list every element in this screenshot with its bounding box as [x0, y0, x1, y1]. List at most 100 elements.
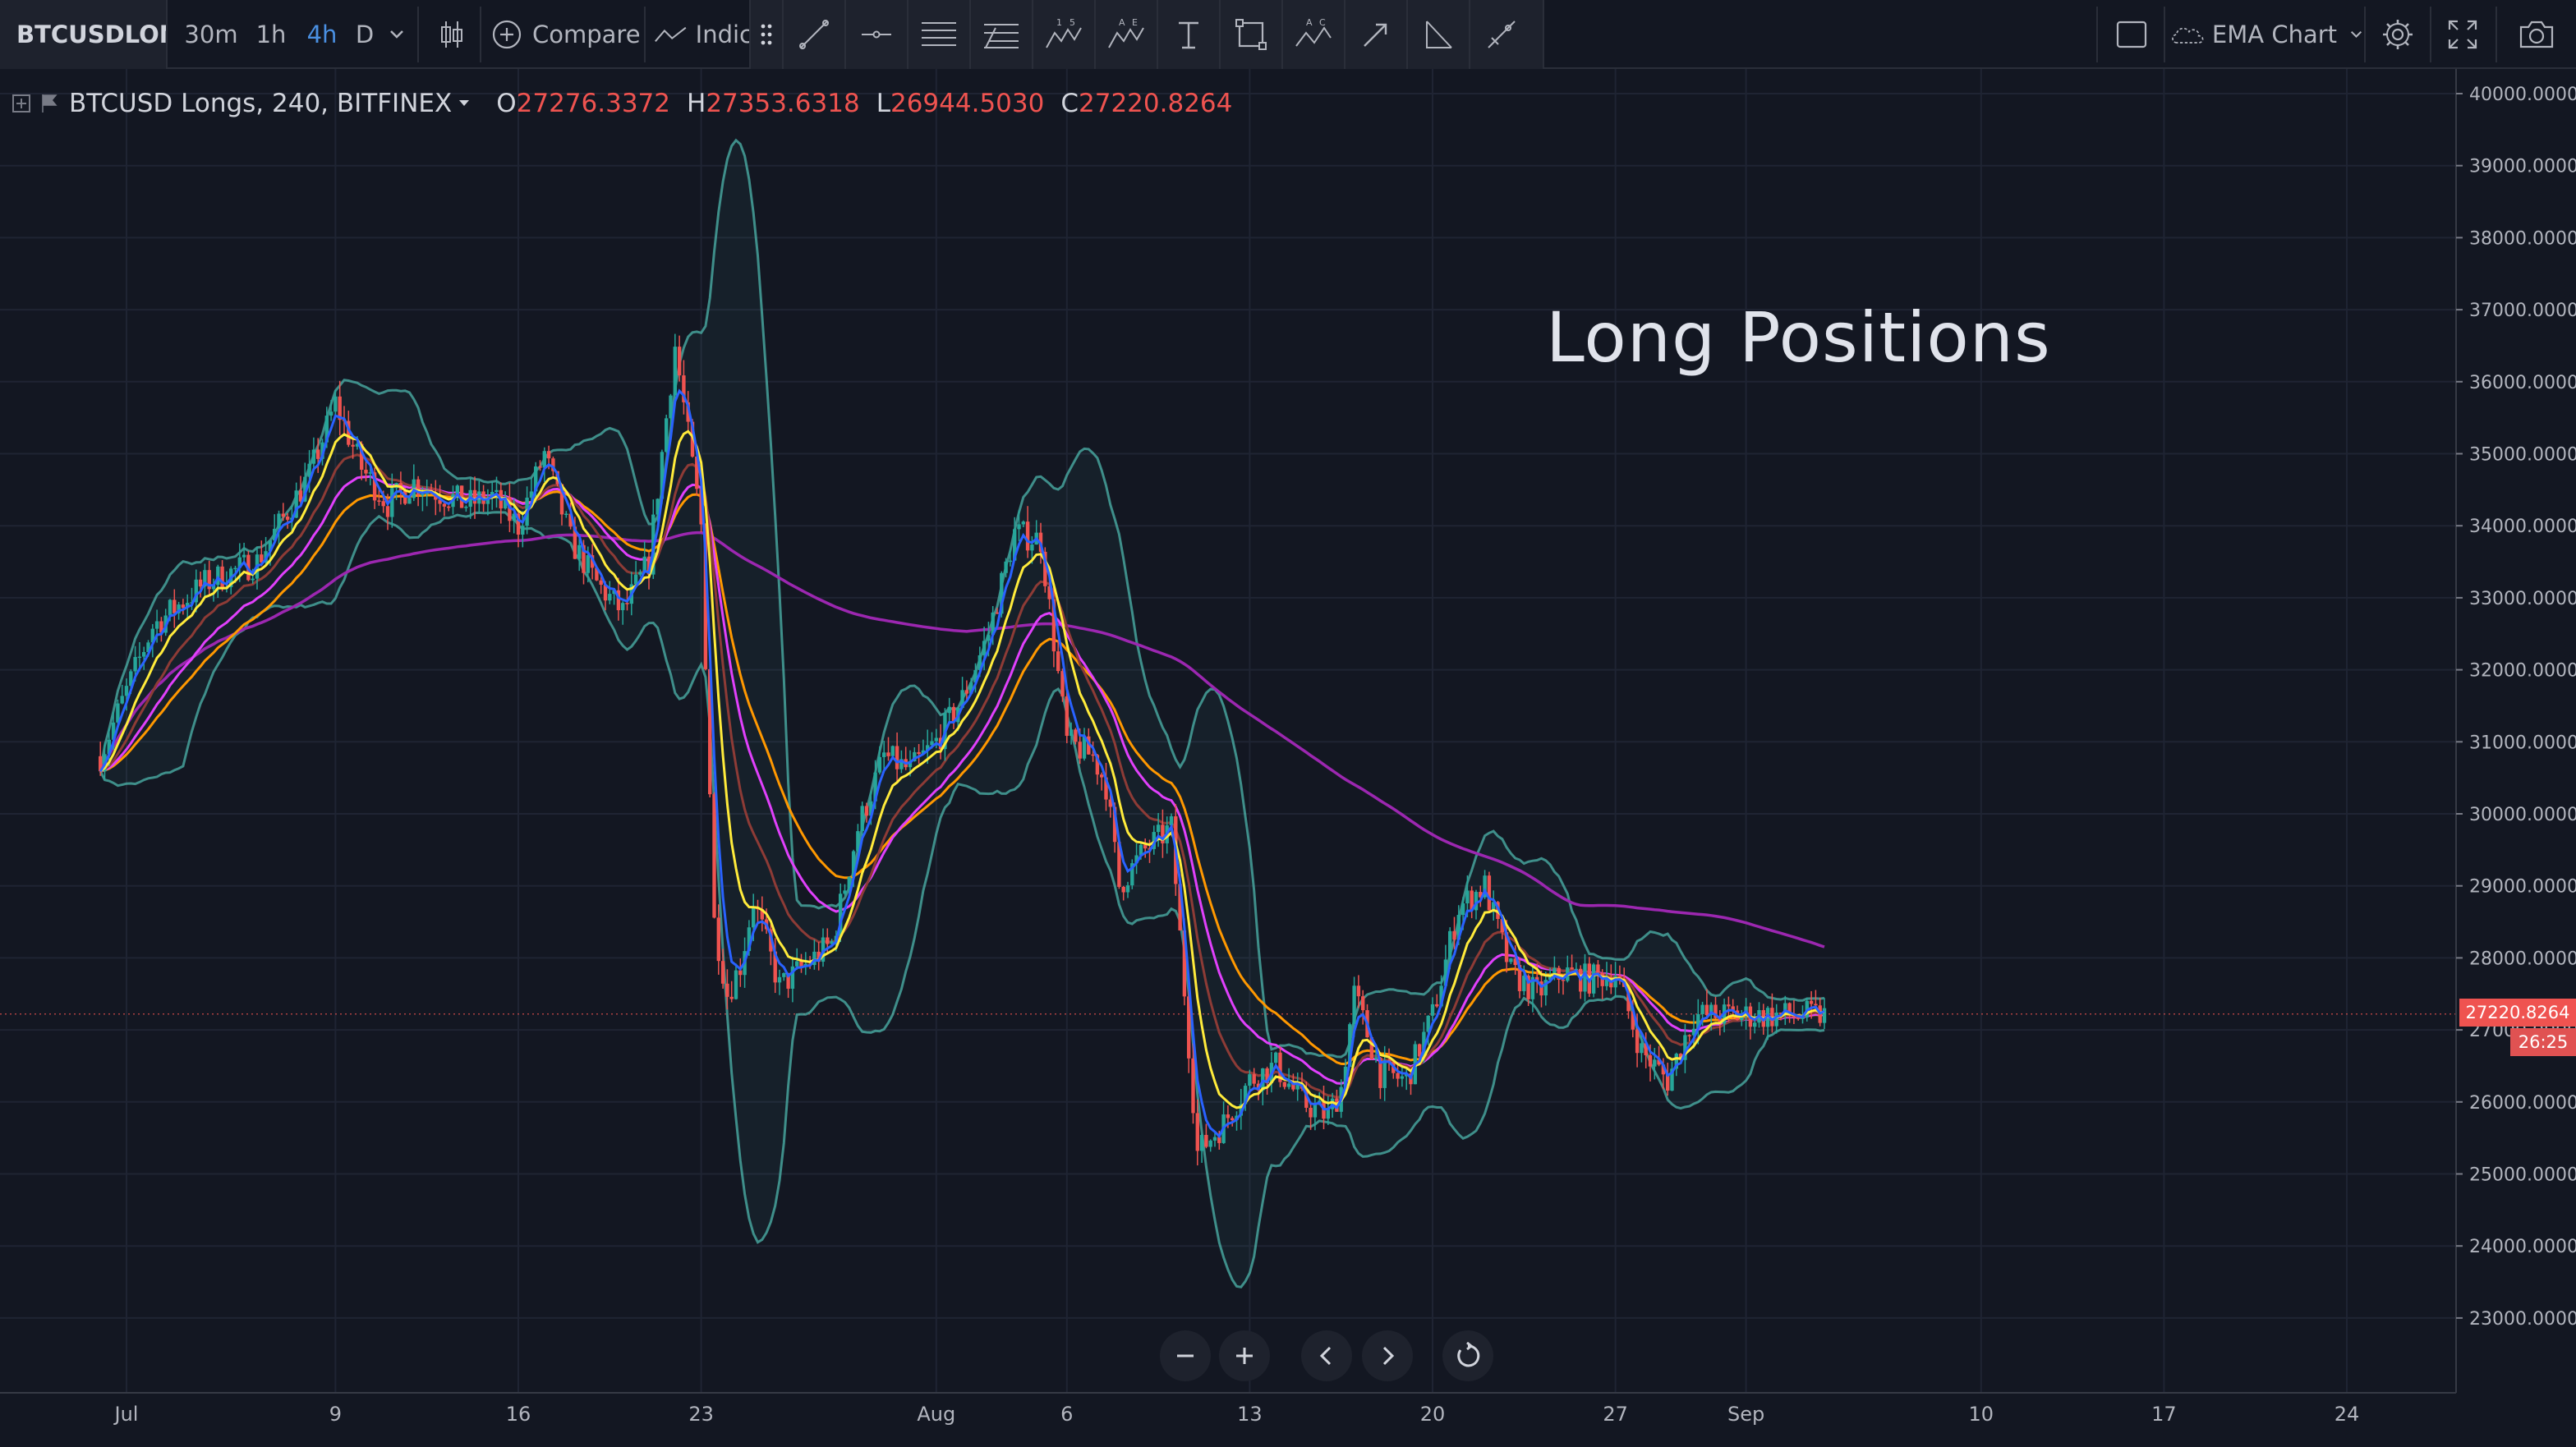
brush-tool[interactable] — [1470, 0, 1533, 69]
candle-body — [1783, 1003, 1787, 1014]
candle-body — [682, 375, 686, 402]
price-tick-label: 36000.0000 — [2469, 373, 2576, 393]
candle-body — [1104, 777, 1108, 800]
zoom-in-button[interactable] — [1219, 1330, 1270, 1381]
legend-low-value: 26944.5030 — [890, 89, 1045, 118]
rectangle-tool[interactable] — [1221, 0, 1283, 69]
candle-body — [1013, 529, 1017, 561]
layout-toggle-button[interactable] — [2103, 0, 2160, 69]
text-tool[interactable] — [1158, 0, 1221, 69]
fullscreen-button[interactable] — [2433, 0, 2492, 69]
candle-body — [242, 554, 246, 558]
candle-body — [843, 890, 847, 894]
interval-4h-button[interactable]: 4h — [297, 0, 347, 69]
indicators-button[interactable]: Indic — [654, 0, 752, 69]
compare-button[interactable]: Compare — [491, 0, 641, 69]
interval-1h-button[interactable]: 1h — [246, 0, 296, 69]
candle-body — [124, 686, 129, 696]
candle-body — [237, 557, 242, 568]
candle-body — [1169, 816, 1174, 826]
time-tick-label: 13 — [1237, 1403, 1263, 1426]
arrow-icon — [1364, 23, 1387, 47]
chevron-left-icon — [1319, 1346, 1332, 1366]
price-chart[interactable]: 40000.0000 39000.0000 38000.0000 37000.0000… — [0, 69, 2576, 1447]
drag-handle[interactable] — [751, 0, 784, 69]
candle-body — [1422, 1031, 1426, 1057]
candle-body — [799, 961, 803, 967]
legend-title[interactable]: BTCUSD Longs, 240, BITFINEX — [69, 89, 453, 118]
symbol-search-button[interactable]: BTCUSDLONGS — [0, 0, 168, 69]
time-axis[interactable]: Jul 9 16 23 Aug 6 13 20 27 Sep 10 17 24 — [113, 1403, 2360, 1426]
price-tick-label: 39000.0000 — [2469, 157, 2576, 177]
legend-open-value: 27276.3372 — [516, 89, 670, 118]
candle-body — [1248, 1074, 1252, 1086]
price-axis[interactable]: 40000.0000 39000.0000 38000.0000 37000.0000… — [2456, 85, 2576, 1330]
candle-body — [503, 497, 508, 509]
candle-body — [407, 498, 412, 504]
candle-body — [882, 752, 886, 757]
candle-body — [1134, 855, 1138, 864]
trend-line-tool[interactable] — [784, 0, 846, 69]
candle-body — [1631, 1011, 1635, 1030]
zoom-out-button[interactable] — [1160, 1330, 1211, 1381]
candle-body — [111, 722, 116, 740]
chart-type-button[interactable] — [426, 0, 478, 69]
parallel-channel-tool[interactable] — [908, 0, 971, 69]
candle-body — [899, 759, 904, 769]
interval-30m-button[interactable]: 30m — [182, 0, 240, 69]
candle-body — [99, 756, 103, 772]
candle-body — [294, 490, 298, 518]
candle-body — [1709, 1004, 1714, 1016]
fib-retracement-tool[interactable] — [971, 0, 1033, 69]
text-icon — [1179, 21, 1198, 49]
scroll-right-button[interactable] — [1362, 1330, 1413, 1381]
candle-body — [851, 851, 856, 878]
chart-text-annotation[interactable]: Long Positions — [1546, 297, 2051, 378]
caret-down-icon[interactable] — [458, 99, 470, 108]
candle-body — [1178, 884, 1182, 931]
scroll-left-button[interactable] — [1301, 1330, 1352, 1381]
price-tick-label: 25000.0000 — [2469, 1165, 2576, 1186]
candle-body — [211, 585, 216, 590]
candle-body — [1369, 1037, 1373, 1059]
interval-label: 4h — [306, 21, 338, 48]
candle-body — [538, 466, 542, 468]
legend-low-key: L — [876, 89, 890, 118]
time-tick-label: 16 — [506, 1403, 531, 1426]
candle-body — [1661, 1064, 1666, 1075]
candle-body — [494, 489, 499, 493]
candle-body — [142, 651, 146, 657]
horizontal-ray-tool[interactable] — [846, 0, 908, 69]
candle-body — [207, 570, 211, 590]
legend-close-key: C — [1060, 89, 1079, 118]
angle-tool[interactable] — [1408, 0, 1470, 69]
layout-menu-button[interactable]: EMA Chart — [2169, 0, 2362, 69]
interval-dropdown-button[interactable] — [383, 0, 411, 69]
candle-body — [712, 794, 716, 918]
arrow-tool[interactable] — [1346, 0, 1408, 69]
snapshot-button[interactable] — [2497, 0, 2576, 69]
candle-body — [472, 489, 477, 504]
settings-button[interactable] — [2369, 0, 2426, 69]
candle-body — [377, 500, 381, 502]
expand-icon[interactable] — [12, 94, 31, 113]
candle-body — [816, 951, 821, 962]
candle-body — [137, 656, 142, 659]
symbol-label: BTCUSDLONGS — [16, 21, 166, 48]
candle-body — [316, 449, 320, 459]
flag-icon[interactable] — [39, 93, 59, 114]
candle-body — [1727, 1004, 1731, 1007]
candle-body — [351, 444, 355, 447]
reset-chart-button[interactable] — [1442, 1330, 1493, 1381]
candle-body — [1714, 1004, 1718, 1018]
candle-body — [1373, 1057, 1378, 1059]
candle-body — [1683, 1035, 1687, 1060]
price-tick-label: 40000.0000 — [2469, 85, 2576, 105]
angle-icon — [1426, 21, 1452, 48]
price-tick-label: 34000.0000 — [2469, 517, 2576, 537]
interval-d-button[interactable]: D — [347, 0, 383, 69]
rectangle-icon — [1235, 19, 1267, 50]
